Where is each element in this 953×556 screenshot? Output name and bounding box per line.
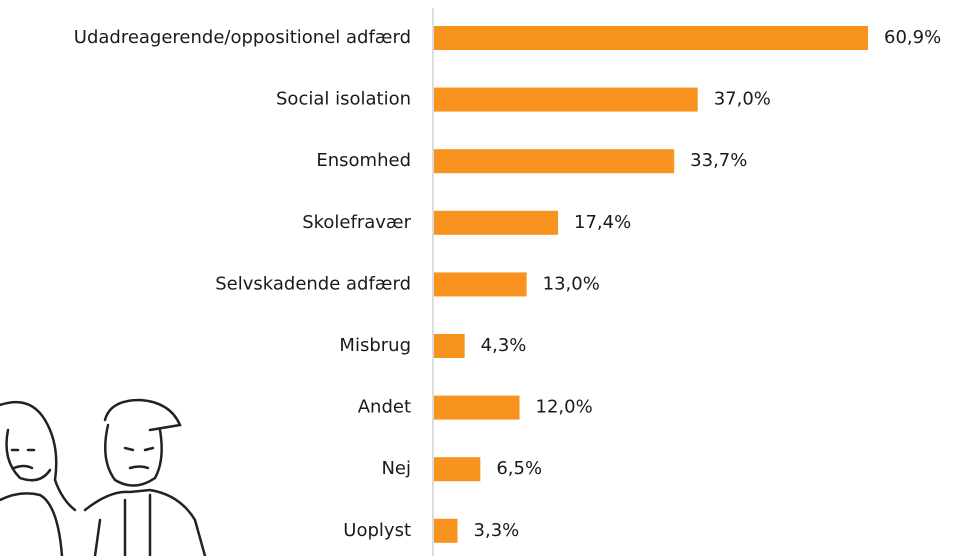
- value-label: 4,3%: [481, 335, 527, 356]
- value-label: 60,9%: [884, 27, 941, 48]
- bar: [434, 519, 458, 543]
- category-label: Uoplyst: [343, 520, 411, 541]
- bar: [434, 334, 465, 358]
- category-label: Udadreagerende/oppositionel adfærd: [74, 27, 411, 48]
- bar: [434, 211, 558, 235]
- value-label: 33,7%: [690, 150, 747, 171]
- chart: Udadreagerende/oppositionel adfærd 60,9% S…: [0, 0, 953, 556]
- bar: [434, 149, 674, 173]
- category-label: Misbrug: [339, 335, 411, 356]
- value-label: 3,3%: [474, 520, 520, 541]
- value-label: 6,5%: [496, 458, 542, 479]
- value-label: 12,0%: [536, 397, 593, 418]
- category-label: Selvskadende adfærd: [215, 273, 411, 294]
- bar: [434, 457, 480, 481]
- bar: [434, 396, 520, 420]
- bar: [434, 26, 868, 50]
- value-label: 37,0%: [714, 89, 771, 110]
- category-label: Skolefravær: [302, 212, 411, 233]
- value-label: 13,0%: [543, 273, 600, 294]
- bar: [434, 272, 527, 296]
- category-label: Ensomhed: [316, 150, 411, 171]
- category-label: Social isolation: [276, 89, 411, 110]
- category-label: Nej: [381, 458, 411, 479]
- category-label: Andet: [358, 397, 411, 418]
- value-label: 17,4%: [574, 212, 631, 233]
- bar: [434, 88, 698, 112]
- illustration: [0, 400, 205, 556]
